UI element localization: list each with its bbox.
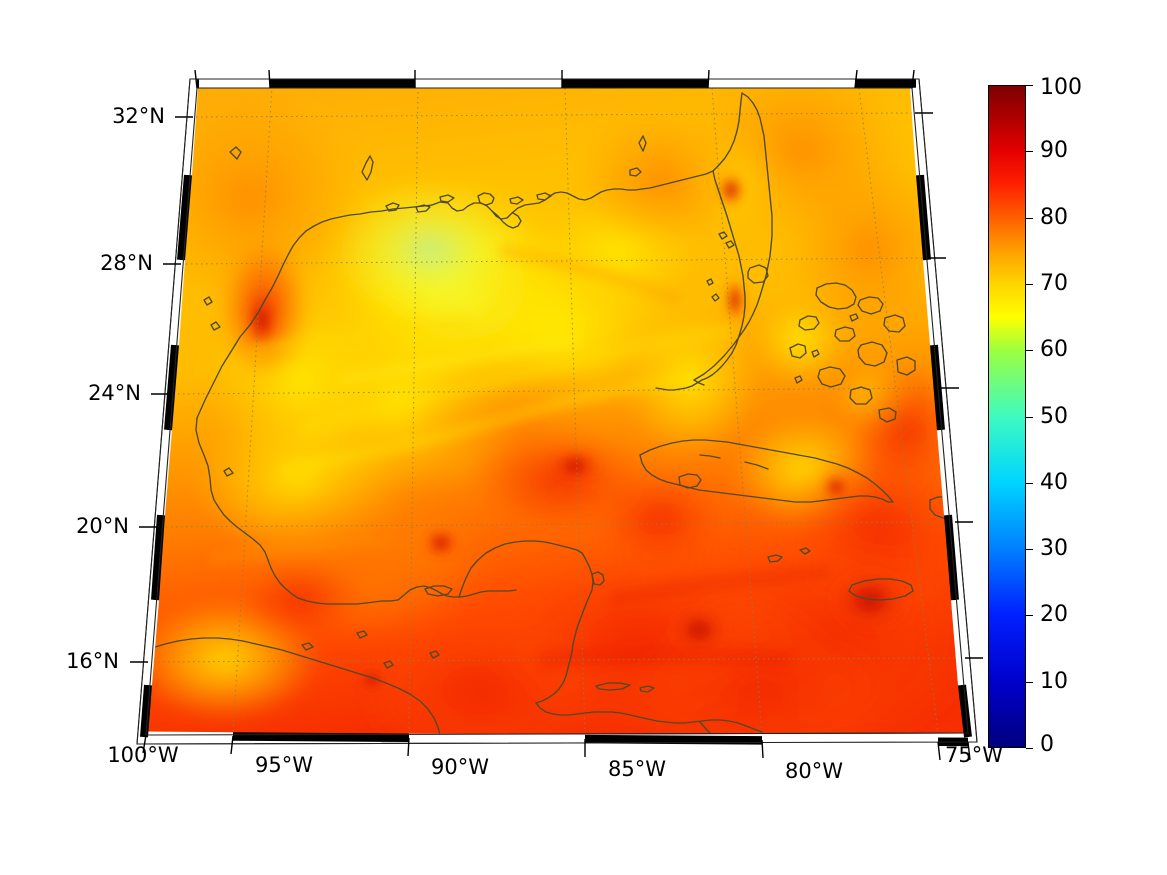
colorbar-tick-100 xyxy=(1026,85,1033,86)
lon-tick-label-85W: 85°W xyxy=(608,757,666,781)
colorbar-label-30: 30 xyxy=(1040,536,1068,562)
lon-tick-label-95W: 95°W xyxy=(255,753,313,777)
lat-tick-label-32N: 32°N xyxy=(112,104,165,128)
lat-tick-label-28N: 28°N xyxy=(100,251,153,275)
graticule xyxy=(147,88,967,735)
lat-tick-label-16N: 16°N xyxy=(66,649,119,673)
lon-tick-label-100W: 100°W xyxy=(107,743,179,767)
colorbar-tick-20 xyxy=(1026,615,1033,617)
colorbar-tick-40 xyxy=(1026,482,1033,484)
lon-tick-label-90W: 90°W xyxy=(431,755,489,779)
colorbar-axes: 100 90 80 70 60 50 40 30 20 10 0 xyxy=(988,77,1082,756)
lon-tick-label-75W: 75°W xyxy=(945,743,1003,767)
axis-ticks xyxy=(130,69,983,761)
scalar-field xyxy=(146,88,968,735)
map-frame xyxy=(136,78,978,747)
colorbar-tick-0 xyxy=(1026,748,1033,749)
colorbar-tick-70 xyxy=(1026,283,1033,285)
map-axes: 32°N 28°N 24°N 20°N 16°N 100°W 95°W 90°W… xyxy=(66,69,1003,783)
map-plot xyxy=(130,69,983,761)
colorbar-label-10: 10 xyxy=(1040,668,1068,694)
coastlines xyxy=(151,92,964,735)
colorbar-tick-80 xyxy=(1026,217,1033,219)
colorbar-label-60: 60 xyxy=(1040,337,1068,363)
colorbar-label-0: 0 xyxy=(1040,732,1054,757)
colorbar-tick-90 xyxy=(1026,151,1033,153)
lat-tick-label-20N: 20°N xyxy=(76,514,129,538)
colorbar-label-40: 40 xyxy=(1040,469,1068,495)
colorbar-label-100: 100 xyxy=(1040,75,1082,100)
colorbar-label-80: 80 xyxy=(1040,204,1068,230)
colorbar-gradient xyxy=(988,85,1026,748)
colorbar-label-70: 70 xyxy=(1040,270,1068,296)
lon-tick-label-80W: 80°W xyxy=(785,759,843,783)
colorbar-label-20: 20 xyxy=(1040,602,1068,628)
colorbar-label-90: 90 xyxy=(1040,138,1068,164)
colorbar-tick-50 xyxy=(1026,416,1033,418)
colorbar-label-50: 50 xyxy=(1040,403,1068,429)
colorbar-tick-30 xyxy=(1026,549,1033,551)
field-texture xyxy=(208,243,831,669)
colorbar-tick-10 xyxy=(1026,681,1033,683)
lat-tick-label-24N: 24°N xyxy=(88,381,141,405)
colorbar-tick-60 xyxy=(1026,350,1033,352)
